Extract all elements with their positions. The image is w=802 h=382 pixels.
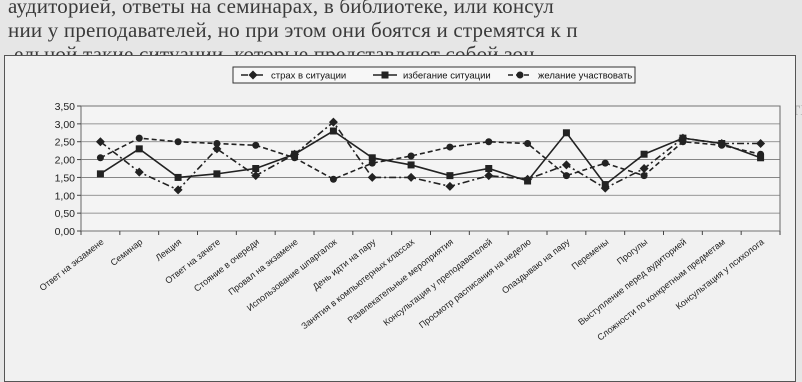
series-3-point [524,140,532,147]
series-2-point [640,150,648,158]
series-2-point [524,177,532,185]
series-3-point [252,141,260,149]
series-3-point [562,172,570,180]
series-2-point [485,165,493,172]
series-line-3 [100,137,761,181]
legend-marker-1 [248,70,258,80]
series-2-point [252,165,260,172]
series-1-point [756,139,766,148]
series-3-point [718,141,726,149]
chart-frame: 3,50 3,00 2,50 2,00 1,50 1,00 0,50 0,00 Ответ на… [4,55,796,382]
plot-area [80,105,781,232]
y-tick-label: 0,00 [55,226,76,238]
legend-label-3: желание участвовать [538,71,632,82]
y-tick-label: 2,50 [55,137,76,149]
series-1-point [406,172,416,182]
series-3-point [407,152,415,160]
y-tick-label: 0,50 [55,208,76,220]
series-3-point [96,154,104,162]
x-tick-label: Перемены [570,237,611,272]
series-3-point [601,159,609,167]
series-1-point [212,144,222,154]
y-tick-label: 3,50 [55,101,76,113]
series-2-point [135,145,143,153]
x-tick-label: Стояние в очереди [192,237,261,294]
series-3-point [174,138,182,146]
x-tick-label: Семинар [109,237,145,268]
series-1-point [484,171,494,181]
series-3-point [757,150,765,158]
series-1-point [639,164,649,173]
series-2-point [679,134,687,142]
series-2-point [291,150,299,158]
series-2-point [329,127,337,135]
series-2-point [601,181,609,189]
x-tick-label: Опаздываю на пару [500,236,572,295]
series-line-2 [99,130,761,186]
series-2-point [213,170,221,178]
series-2-point [174,173,182,181]
series-2-point [446,172,454,180]
series-1-point [95,137,105,147]
x-tick-label: Прогулы [615,237,649,267]
legend-marker-3 [516,71,524,79]
series-1-point [134,167,144,177]
series-1-point [251,171,261,181]
series-3-point [485,138,493,146]
y-tick-label: 2,00 [55,155,76,167]
legend-box [232,66,636,84]
y-tick-label: 1,00 [55,190,76,202]
y-tick-label: 1,50 [55,172,76,184]
series-1-point [367,172,377,182]
x-tick-label: Провал на экзамене [226,237,299,297]
series-line-1 [99,120,761,191]
series-2-point [757,154,765,162]
series-1-point [328,117,338,127]
series-3-point [679,138,687,146]
y-tick-label: 3,00 [55,119,76,131]
series-2-point [407,161,415,169]
series-3-point [329,175,337,183]
series-3-point [213,140,221,147]
series-2-point [368,154,376,162]
series-3-point [446,143,454,151]
legend-label-2: избегание ситуации [403,71,491,82]
x-tick-label: Ответ на экзамене [38,237,106,293]
series-3-point [368,159,376,167]
series-1-point [173,185,183,195]
legend-marker-2 [381,71,389,79]
x-tick-label: Лекция [154,237,184,263]
series-3-point [135,134,143,142]
background-text-line: нии у преподавателей, но при этом они бо… [8,18,578,42]
series-2-point [562,129,570,137]
series-2-point [96,170,104,178]
series-3-point [291,154,299,162]
series-1-point [600,183,610,193]
series-1-point [561,160,571,170]
background-text-line: аудиторией, ответы на семинарах, в библи… [8,0,554,18]
series-3-point [640,172,648,180]
legend-label-1: страх в ситуации [271,71,346,82]
series-1-point [445,181,455,191]
